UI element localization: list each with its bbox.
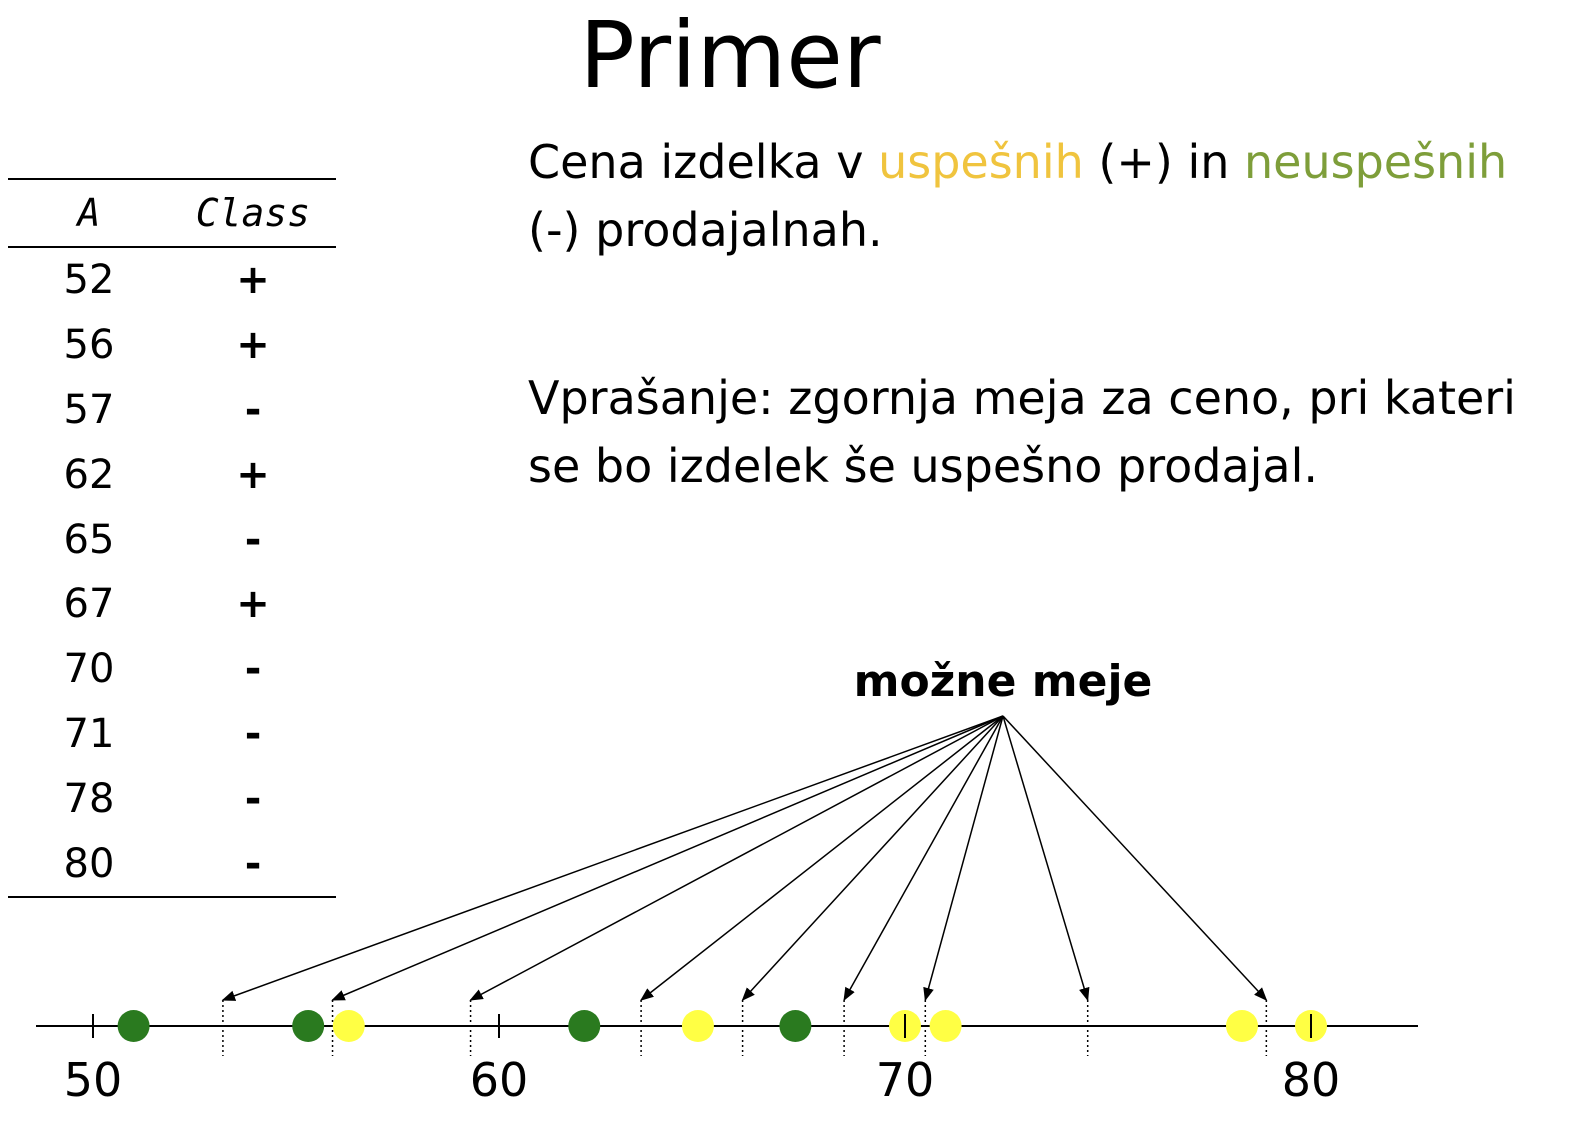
boundary-arrow xyxy=(1002,715,1268,1001)
description-part1: Cena izdelka v xyxy=(528,135,879,189)
table-row: 62 + xyxy=(8,442,336,507)
boundary-arrow xyxy=(843,715,1004,1002)
boundary-arrow xyxy=(469,715,1004,1001)
cell-class: - xyxy=(244,646,262,693)
negative-point xyxy=(1225,1010,1258,1042)
question-text: Vprašanje: zgornja meja za ceno, pri kat… xyxy=(528,371,1516,493)
cell-class: - xyxy=(244,775,262,822)
cell-a: 56 xyxy=(63,322,115,369)
negative-point xyxy=(332,1010,365,1042)
boundary-arrows xyxy=(221,715,1268,1002)
negative-point xyxy=(929,1010,962,1042)
cell-class: + xyxy=(236,451,270,498)
unsuccessful-word: neuspešnih xyxy=(1244,135,1508,189)
cell-a: 57 xyxy=(63,386,115,433)
boundary-arrow xyxy=(923,715,1004,1002)
table-row: 70 - xyxy=(8,637,336,702)
axis-tick-label: 60 xyxy=(470,1053,529,1107)
cell-a: 52 xyxy=(63,257,115,304)
data-table: A Class 52 + 56 + 57- 62 + 65- 67 + 70- 71- … xyxy=(8,178,336,898)
boundary-lines xyxy=(222,1000,1268,1056)
cell-a: 65 xyxy=(63,516,115,563)
description-part2: (+) in xyxy=(1083,135,1245,189)
possible-boundaries-label: možne meje xyxy=(854,656,1153,707)
cell-a: 70 xyxy=(63,646,115,693)
table-row: 80- xyxy=(8,831,336,898)
cell-class: - xyxy=(244,710,262,757)
successful-word: uspešnih xyxy=(878,135,1084,189)
negative-point xyxy=(681,1010,714,1042)
positive-point xyxy=(568,1010,601,1042)
cell-a: 71 xyxy=(63,710,115,757)
positive-point xyxy=(292,1010,325,1042)
cell-a: 80 xyxy=(8,831,170,898)
cell-class: - xyxy=(244,386,262,433)
table-row: 57 - xyxy=(8,378,336,443)
axis-tick-label: 70 xyxy=(876,1053,935,1107)
table-row: 67 + xyxy=(8,572,336,637)
cell-class: + xyxy=(236,581,270,628)
slide-title: Primer xyxy=(579,2,881,109)
description-text: Cena izdelka v uspešnih (+) in neuspešni… xyxy=(528,128,1574,264)
axis-ticks: 50 60 70 80 xyxy=(64,1014,1341,1107)
positive-point xyxy=(779,1010,812,1042)
boundary-arrow xyxy=(331,715,1004,1001)
cell-a: 67 xyxy=(63,581,115,628)
positive-point xyxy=(117,1010,150,1042)
axis-tick-label: 50 xyxy=(64,1053,123,1107)
cell-class: - xyxy=(244,516,262,563)
axis-tick-label: 80 xyxy=(1282,1053,1341,1107)
table-header-row: A Class xyxy=(8,178,336,248)
cell-class: + xyxy=(236,257,270,304)
description-part3: (-) prodajalnah. xyxy=(528,203,883,257)
cell-class: + xyxy=(236,322,270,369)
data-points xyxy=(117,1010,1327,1042)
table-row: 52 + xyxy=(8,247,336,313)
boundary-arrow xyxy=(741,715,1004,1001)
table-row: 65 - xyxy=(8,507,336,572)
boundary-arrow xyxy=(640,715,1004,1001)
boundary-arrow xyxy=(221,715,1004,1001)
cell-a: 78 xyxy=(63,775,115,822)
table-row: 78 - xyxy=(8,766,336,831)
table-row: 56 + xyxy=(8,313,336,378)
cell-class: - xyxy=(170,831,336,898)
header-class: Class xyxy=(170,178,336,248)
header-a: A xyxy=(8,178,170,248)
table-row: 71 - xyxy=(8,702,336,767)
cell-a: 62 xyxy=(63,451,115,498)
boundary-arrow xyxy=(1002,715,1090,1002)
